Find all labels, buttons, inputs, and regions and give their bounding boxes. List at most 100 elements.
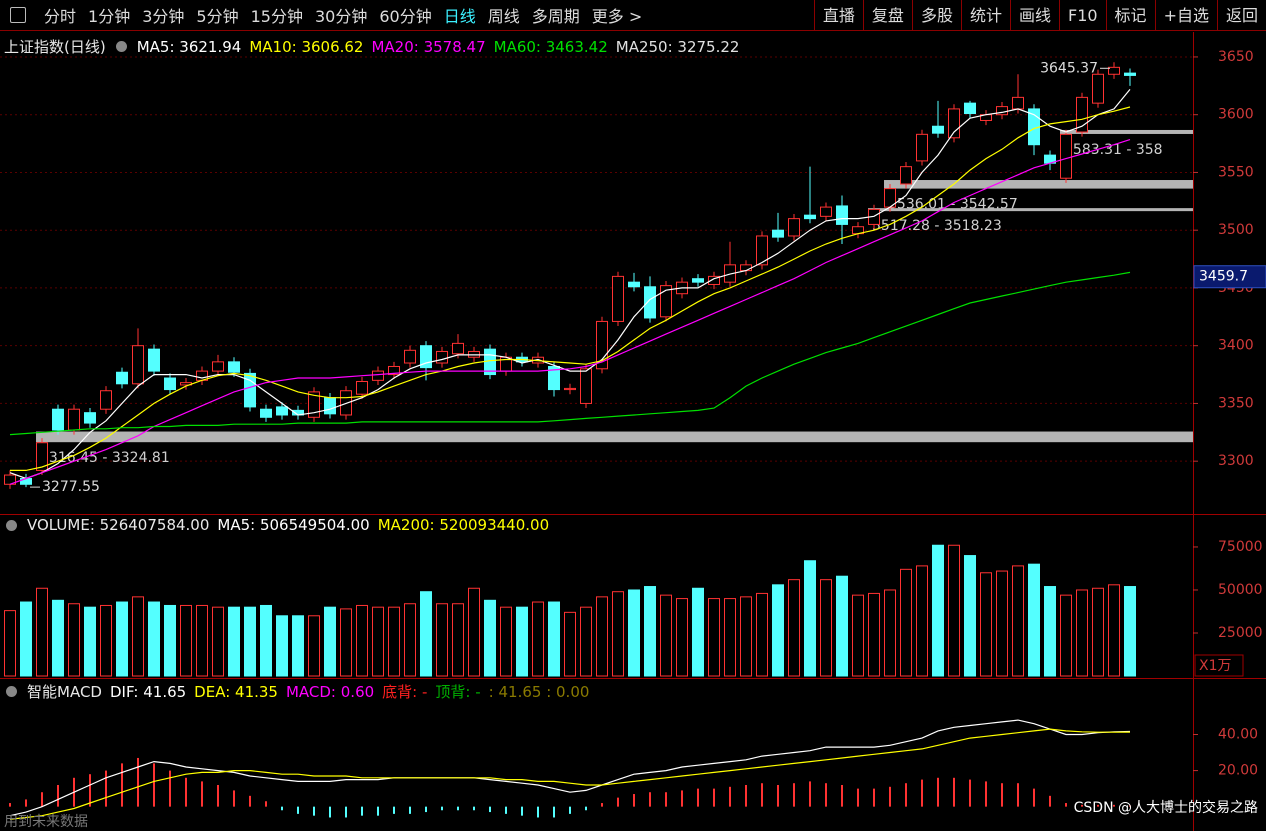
- candle-body: [964, 102, 976, 115]
- candle-body: [660, 285, 672, 318]
- candle-body: [788, 218, 800, 237]
- legend-entry: MA5: 3621.94: [136, 37, 242, 56]
- volume-bar: [756, 592, 768, 677]
- period-tab[interactable]: 周线: [487, 7, 520, 26]
- volume-bar: [212, 606, 224, 677]
- candle-body: [580, 368, 592, 404]
- candle-body: [116, 371, 128, 385]
- volume-bar: [180, 604, 192, 677]
- candle-body: [228, 361, 240, 373]
- candle-body: [132, 345, 144, 385]
- legend-entry: 顶背: -: [435, 683, 481, 701]
- macd-line: [9, 719, 1131, 817]
- candle-body: [436, 350, 448, 364]
- volume-bar: [20, 601, 32, 677]
- menu-icon[interactable]: [10, 7, 26, 23]
- period-tab[interactable]: 分时: [44, 7, 77, 26]
- period-tab[interactable]: 1分钟: [88, 7, 131, 26]
- legend-entry: MA5: 506549504.00: [217, 516, 370, 534]
- candle-body: [100, 390, 112, 410]
- watermark: CSDN @人大博士的交易之路: [1074, 799, 1258, 816]
- y-tick-label: 3550: [1218, 164, 1254, 180]
- candle-body: [1124, 72, 1136, 76]
- volume-bar: [772, 584, 784, 677]
- annotation-label: 3645.37: [1040, 60, 1098, 76]
- ma-line: [9, 139, 1131, 485]
- volume-bar: [132, 596, 144, 677]
- volume-bar: [420, 591, 432, 677]
- candle-body: [804, 214, 816, 220]
- period-tab[interactable]: 5分钟: [196, 7, 239, 26]
- legend-icon[interactable]: [6, 519, 17, 531]
- period-tab[interactable]: 多周期: [531, 7, 580, 26]
- zone-label: 3517.28 - 3518.23: [872, 218, 1002, 234]
- volume-bar: [980, 572, 992, 677]
- volume-bar: [324, 606, 336, 677]
- candle-body: [1092, 73, 1104, 104]
- tool-button[interactable]: 画线: [1009, 0, 1059, 31]
- volume-bar: [404, 603, 416, 677]
- candle-body: [356, 380, 368, 395]
- candle-body: [36, 442, 48, 471]
- candle-body: [404, 349, 416, 364]
- legend-icon[interactable]: [115, 41, 127, 52]
- volume-bar: [468, 587, 480, 677]
- volume-bar: [820, 579, 832, 677]
- volume-bar: [372, 606, 384, 677]
- volume-bar: [36, 587, 48, 677]
- tool-button[interactable]: 直播: [813, 0, 863, 31]
- legend-entry: MA60: 3463.42: [493, 37, 608, 56]
- y-tick-label: 40.00: [1218, 727, 1258, 743]
- volume-bar: [228, 606, 240, 677]
- legend-icon[interactable]: [6, 686, 17, 697]
- price-zone: [868, 208, 1193, 212]
- legend-entry: MA10: 3606.62: [249, 37, 364, 56]
- volume-bar: [580, 606, 592, 677]
- candle-body: [388, 365, 400, 376]
- period-tab[interactable]: 15分钟: [250, 7, 303, 26]
- volume-bar: [340, 608, 352, 677]
- price-legend: 上证指数(日线) MA5: 3621.94 MA10: 3606.62 MA20: 3…: [4, 36, 739, 57]
- legend-entry: DEA: 41.35: [194, 682, 278, 701]
- volume-bar: [388, 606, 400, 677]
- tool-button[interactable]: +自选: [1154, 0, 1217, 31]
- candle-body: [612, 275, 624, 322]
- candle-body: [740, 264, 752, 272]
- candle-body: [628, 281, 640, 288]
- y-tick-label: 3600: [1218, 107, 1254, 123]
- volume-bar: [436, 603, 448, 677]
- period-tab[interactable]: 日线: [443, 7, 476, 26]
- tool-button[interactable]: 复盘: [862, 0, 912, 31]
- candle-body: [708, 275, 720, 285]
- candle-body: [84, 412, 96, 424]
- volume-bar: [1124, 586, 1136, 677]
- volume-bar: [484, 599, 496, 677]
- period-tab[interactable]: 更多 >: [591, 7, 643, 26]
- volume-bar: [852, 594, 864, 677]
- period-tab[interactable]: 3分钟: [142, 7, 185, 26]
- tool-button[interactable]: 多股: [911, 0, 961, 31]
- ma-line: [9, 89, 1131, 480]
- legend-entry: 智能MACD: [27, 683, 102, 701]
- volume-bar: [932, 544, 944, 677]
- candle-body: [692, 278, 704, 283]
- volume-bar: [548, 601, 560, 677]
- volume-bar: [660, 594, 672, 677]
- volume-bar: [964, 555, 976, 677]
- tool-button[interactable]: 标记: [1105, 0, 1155, 31]
- volume-bar: [1092, 587, 1104, 677]
- candle-body: [548, 365, 560, 391]
- volume-legend: VOLUME: 526407584.00 MA5: 506549504.00 MA2…: [4, 516, 549, 534]
- period-tab[interactable]: 30分钟: [314, 7, 368, 26]
- tool-button[interactable]: 返回: [1216, 0, 1266, 31]
- tool-buttons: 直播 复盘 多股 统计 画线 F10 标记 +自选 返回: [813, 0, 1266, 31]
- volume-bar: [804, 560, 816, 677]
- period-tab[interactable]: 60分钟: [379, 7, 432, 26]
- volume-bar: [308, 615, 320, 677]
- volume-bar: [276, 615, 288, 677]
- volume-bar: [996, 570, 1008, 677]
- tool-button[interactable]: F10: [1058, 0, 1106, 31]
- tool-button[interactable]: 统计: [960, 0, 1010, 31]
- volume-bar: [724, 598, 736, 677]
